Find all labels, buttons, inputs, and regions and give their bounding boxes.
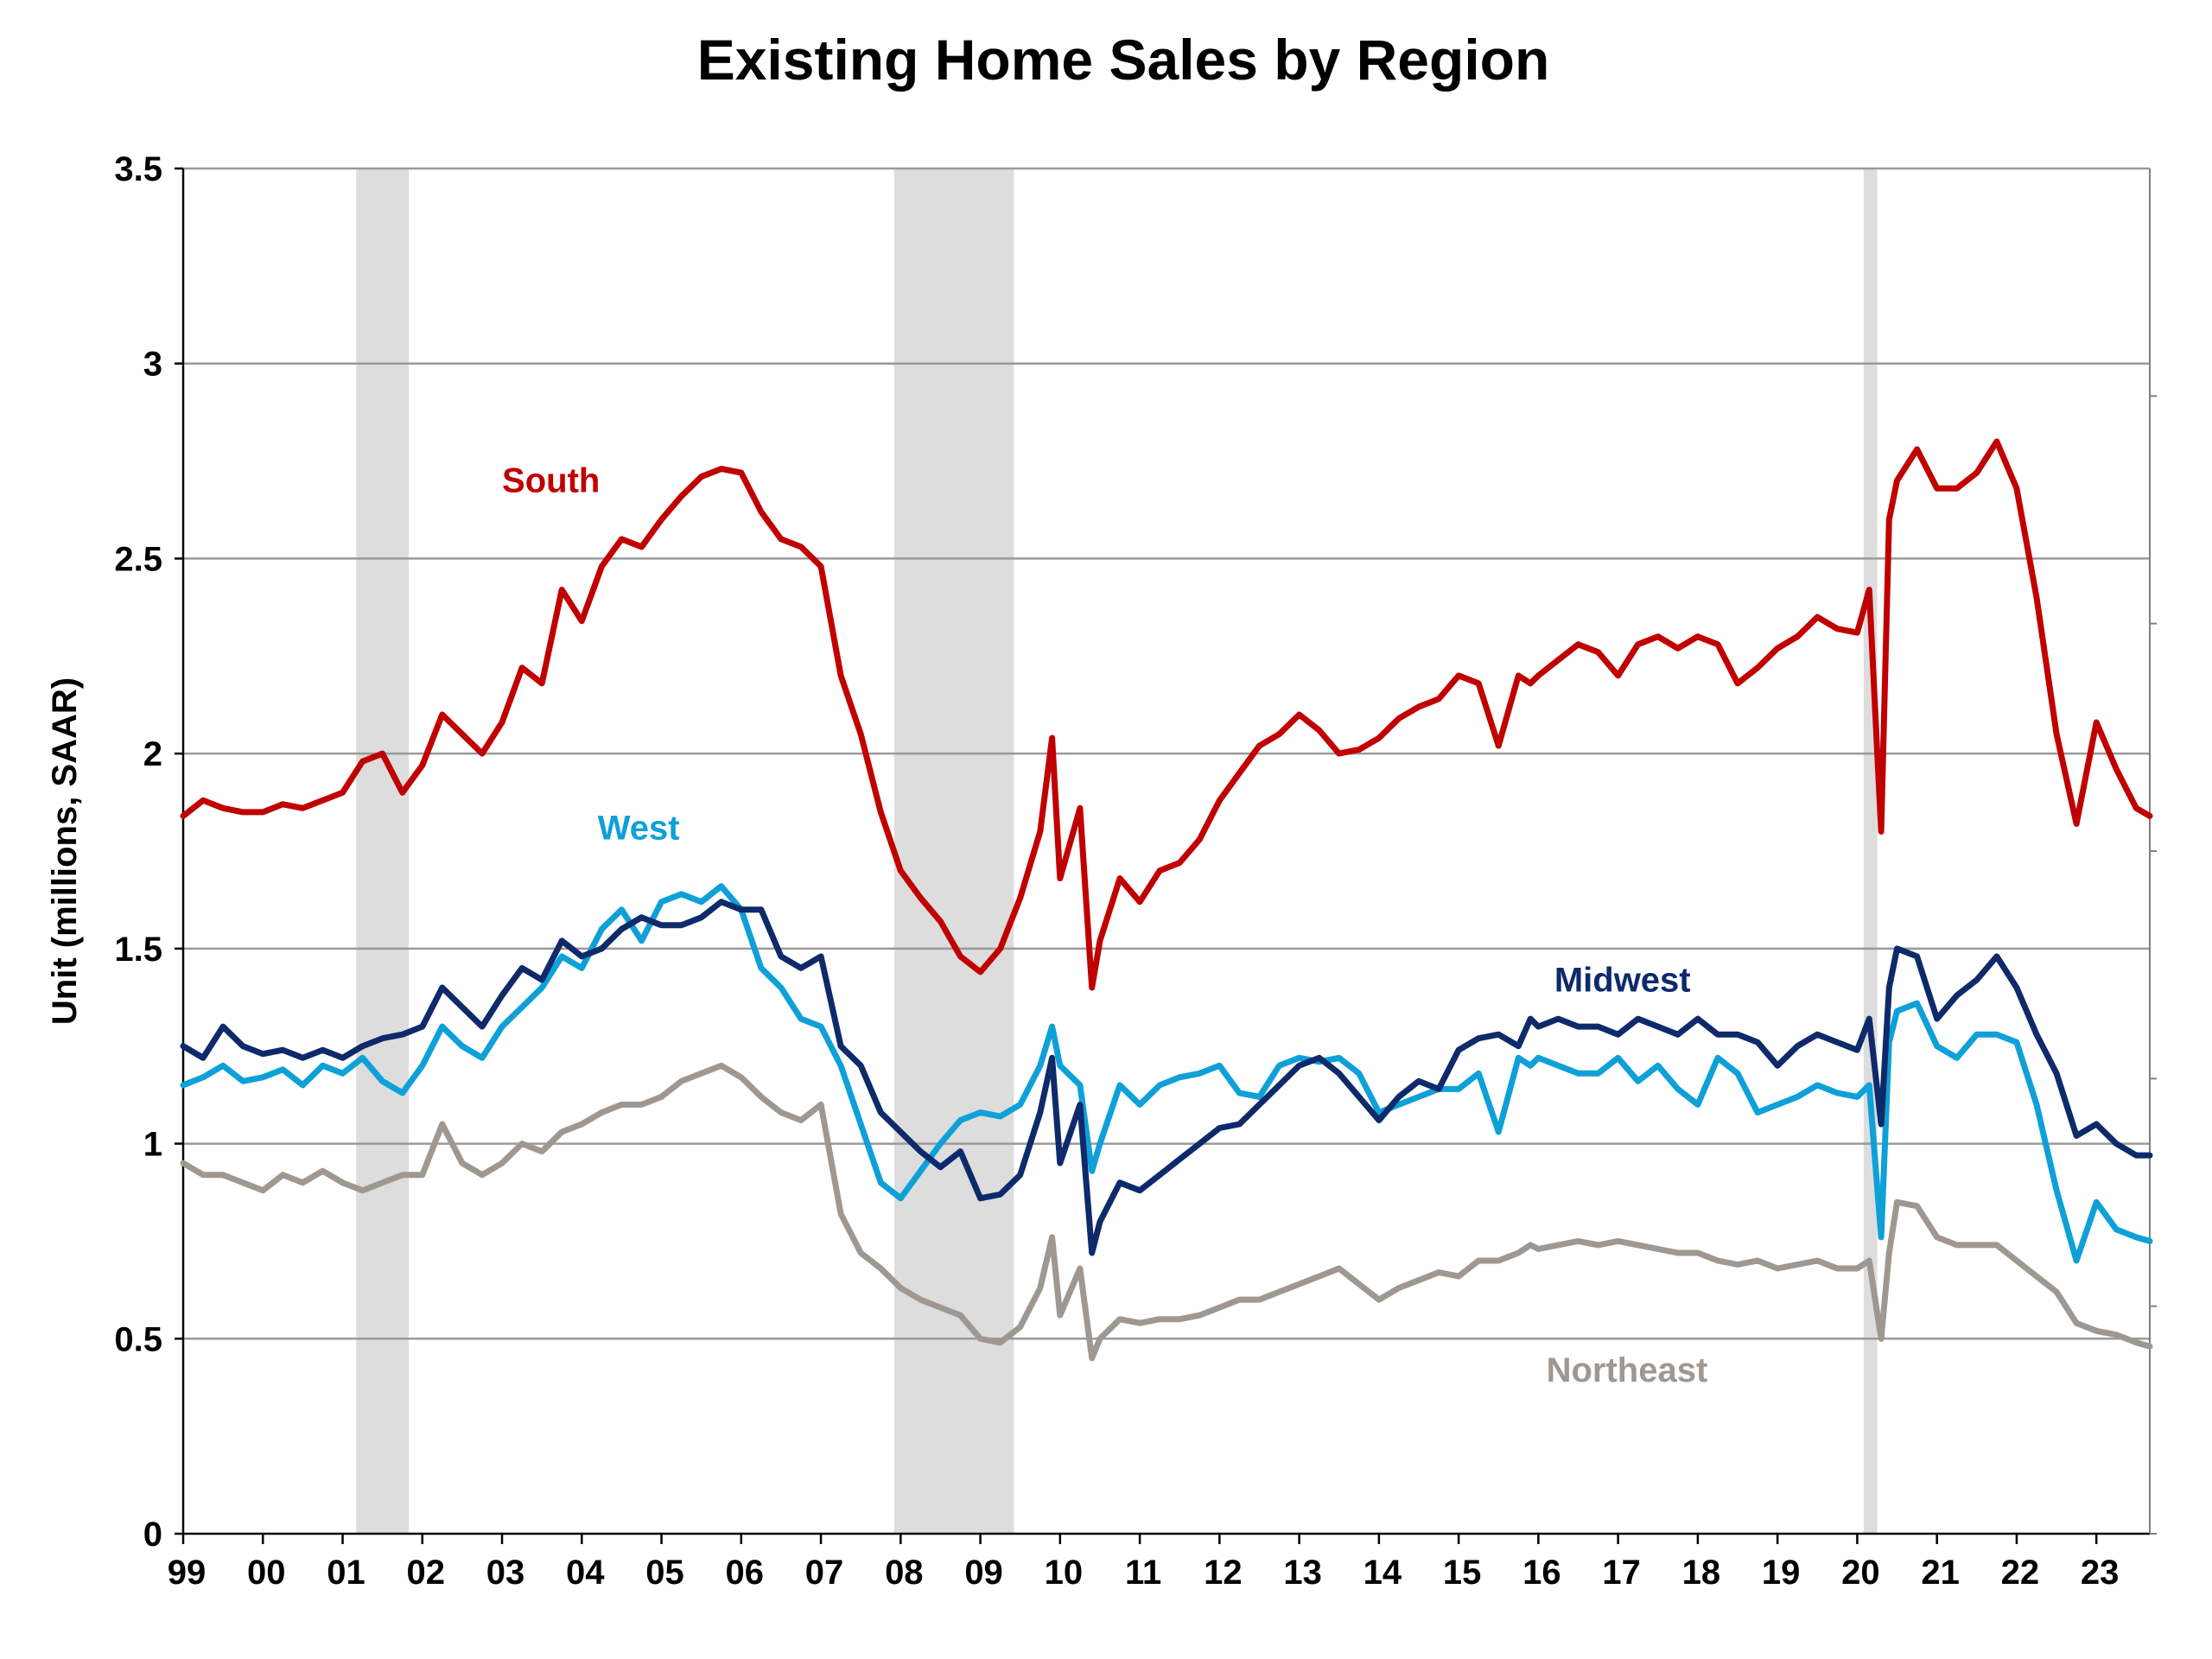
- x-tick-label: 14: [1363, 1554, 1402, 1592]
- x-tick-label: 22: [2001, 1554, 2040, 1592]
- x-tick-label: 10: [1045, 1554, 1084, 1592]
- x-tick-label: 13: [1283, 1554, 1322, 1592]
- x-tick-label: 04: [566, 1554, 605, 1592]
- x-tick-label: 15: [1443, 1554, 1482, 1592]
- y-axis-label: Unit (millions, SAAR): [46, 677, 84, 1025]
- x-tick-label: 08: [885, 1554, 924, 1592]
- series-line-northeast: [180, 1062, 2153, 1362]
- y-tick-label: 2: [143, 735, 162, 773]
- y-tick-label: 0.5: [114, 1320, 162, 1358]
- recession-band-0: [356, 168, 410, 1534]
- x-tick-label: 09: [964, 1554, 1003, 1592]
- x-tick-label: 07: [805, 1554, 844, 1592]
- recession-band-1: [893, 168, 1014, 1534]
- x-tick-label: 12: [1204, 1554, 1243, 1592]
- x-tick-label: 99: [168, 1554, 207, 1592]
- x-tick-label: 19: [1762, 1554, 1801, 1592]
- x-tick-label: 06: [726, 1554, 765, 1592]
- y-tick-label: 3: [143, 346, 162, 384]
- series-lines: [180, 438, 2153, 1362]
- x-tick-label: 20: [1841, 1554, 1880, 1592]
- y-tick-label: 2.5: [114, 540, 162, 578]
- series-line-midwest: [180, 899, 2153, 1256]
- y-tick-label: 0: [143, 1516, 162, 1554]
- x-tick-label: 18: [1682, 1554, 1721, 1592]
- y-tick-label: 3.5: [114, 150, 162, 188]
- chart-title: Existing Home Sales by Region: [697, 28, 1550, 92]
- x-tick-labels: 99 00 01 02 03 04 05 06 07 08 09 10 11 12 13 14 15 16 17 18…: [168, 1534, 2120, 1592]
- x-tick-label: 05: [645, 1554, 684, 1592]
- series-line-west: [180, 883, 2153, 1264]
- series-line-south: [180, 438, 2153, 991]
- x-tick-label: 01: [327, 1554, 365, 1592]
- series-label-west: West: [598, 809, 680, 847]
- x-tick-label: 00: [247, 1554, 286, 1592]
- y-tick-label: 1.5: [114, 931, 162, 969]
- y-tick-label: 1: [143, 1126, 162, 1164]
- series-label-midwest: Midwest: [1554, 962, 1691, 1000]
- x-tick-label: 03: [486, 1554, 525, 1592]
- series-label-south: South: [502, 462, 600, 500]
- x-tick-label: 11: [1125, 1554, 1161, 1592]
- gridlines: [183, 167, 2150, 1340]
- recession-band-2: [1863, 168, 1878, 1534]
- x-tick-label: 21: [1921, 1554, 1960, 1592]
- axes: [181, 168, 2157, 1535]
- x-tick-label: 17: [1602, 1554, 1641, 1592]
- series-labels: South West Midwest Northeast: [502, 462, 1707, 1389]
- series-label-northeast: Northeast: [1547, 1351, 1708, 1389]
- x-tick-label: 02: [407, 1554, 446, 1592]
- y-tick-labels: 0 0.5 1 1.5 2 2.5 3 3.5: [114, 150, 183, 1554]
- recession-shading: [356, 168, 1878, 1534]
- x-tick-label: 16: [1522, 1554, 1561, 1592]
- x-tick-label: 23: [2081, 1554, 2120, 1592]
